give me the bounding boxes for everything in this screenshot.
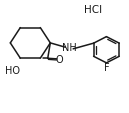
Text: O: O <box>55 54 63 64</box>
Text: NH: NH <box>62 43 76 53</box>
Text: F: F <box>104 63 109 73</box>
Text: HO: HO <box>5 66 20 76</box>
Text: HCl: HCl <box>84 5 102 15</box>
